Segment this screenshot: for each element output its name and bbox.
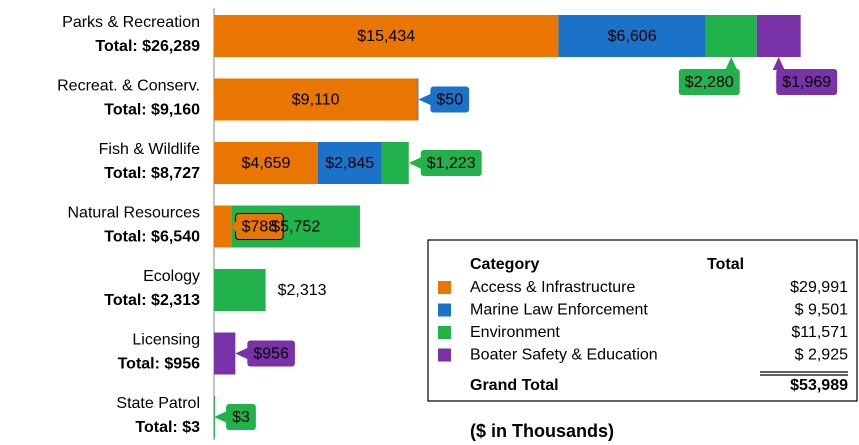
category-label: State Patrol bbox=[116, 395, 200, 412]
legend-box bbox=[427, 239, 858, 402]
bar-segment bbox=[214, 78, 418, 121]
units-note: ($ in Thousands) bbox=[470, 421, 614, 441]
legend-swatch bbox=[438, 326, 451, 339]
value-label: $1,223 bbox=[427, 155, 476, 172]
category-total: Total: $26,289 bbox=[95, 38, 200, 55]
grand-total-value: $53,989 bbox=[790, 377, 848, 394]
value-label: $956 bbox=[253, 346, 289, 363]
category-total: Total: $3 bbox=[135, 419, 200, 436]
legend-total: $ 9,501 bbox=[795, 302, 848, 319]
value-label: $3 bbox=[232, 409, 250, 426]
value-label: $50 bbox=[436, 92, 463, 109]
bar-segment bbox=[214, 205, 232, 248]
bar-segment bbox=[417, 78, 419, 121]
value-label: $5,752 bbox=[271, 219, 320, 236]
category-label: Parks & Recreation bbox=[62, 14, 200, 31]
value-label: $2,845 bbox=[325, 155, 374, 172]
value-label: $4,659 bbox=[242, 155, 291, 172]
value-label: $15,434 bbox=[357, 28, 415, 45]
legend-label: Marine Law Enforcement bbox=[470, 302, 648, 319]
value-label: $2,280 bbox=[685, 74, 734, 91]
callout-box bbox=[247, 340, 295, 367]
callout-pointer bbox=[214, 411, 228, 423]
category-label: Licensing bbox=[132, 332, 200, 349]
category-total: Total: $2,313 bbox=[104, 292, 200, 309]
callout-pointer bbox=[235, 347, 249, 360]
legend-total: $11,571 bbox=[791, 324, 848, 341]
value-label: $9,110 bbox=[292, 92, 340, 109]
callout-pointer bbox=[408, 157, 422, 169]
category-label: Recreat. & Conserv. bbox=[57, 78, 200, 95]
legend-swatch bbox=[438, 348, 451, 362]
value-label: $788 bbox=[242, 219, 278, 236]
legend-total: $ 2,925 bbox=[795, 347, 848, 364]
callout-pointer bbox=[725, 57, 738, 70]
legend-label: Boater Safety & Education bbox=[470, 347, 658, 364]
bar-segment bbox=[214, 15, 559, 57]
bar-segment bbox=[705, 15, 757, 57]
value-label: $2,313 bbox=[278, 282, 327, 299]
category-label: Ecology bbox=[143, 268, 200, 285]
legend-header: Category bbox=[470, 256, 539, 273]
value-label: $6,606 bbox=[608, 28, 657, 45]
category-label: Natural Resources bbox=[68, 205, 201, 222]
category-total: Total: $6,540 bbox=[104, 229, 200, 246]
bar-segment bbox=[756, 15, 801, 57]
grand-total-label: Grand Total bbox=[470, 377, 559, 394]
legend-swatch bbox=[438, 281, 451, 294]
category-label: Fish & Wildlife bbox=[99, 141, 200, 158]
callout-pointer bbox=[418, 93, 432, 106]
callout-box bbox=[678, 69, 740, 95]
bar-segment bbox=[317, 142, 382, 184]
bar-segment bbox=[214, 142, 318, 184]
legend-label: Environment bbox=[470, 324, 560, 341]
bar-segment bbox=[381, 142, 409, 184]
callout-box bbox=[776, 69, 838, 95]
callout-box bbox=[226, 404, 256, 430]
legend-header: Total bbox=[707, 256, 744, 273]
callout-box bbox=[420, 150, 482, 176]
value-label: $1,969 bbox=[782, 74, 831, 91]
category-total: Total: $9,160 bbox=[104, 102, 200, 119]
legend-swatch bbox=[438, 303, 451, 317]
category-total: Total: $956 bbox=[118, 356, 201, 373]
callout-box bbox=[430, 86, 470, 113]
bar-segment bbox=[214, 269, 266, 311]
callout-pointer bbox=[231, 220, 237, 233]
bar-segment bbox=[558, 15, 706, 57]
category-total: Total: $8,727 bbox=[104, 165, 200, 182]
legend-label: Access & Infrastructure bbox=[470, 279, 635, 296]
bar-segment bbox=[214, 332, 236, 375]
callout-pointer bbox=[772, 57, 785, 70]
legend-total: $29,991 bbox=[790, 279, 848, 296]
